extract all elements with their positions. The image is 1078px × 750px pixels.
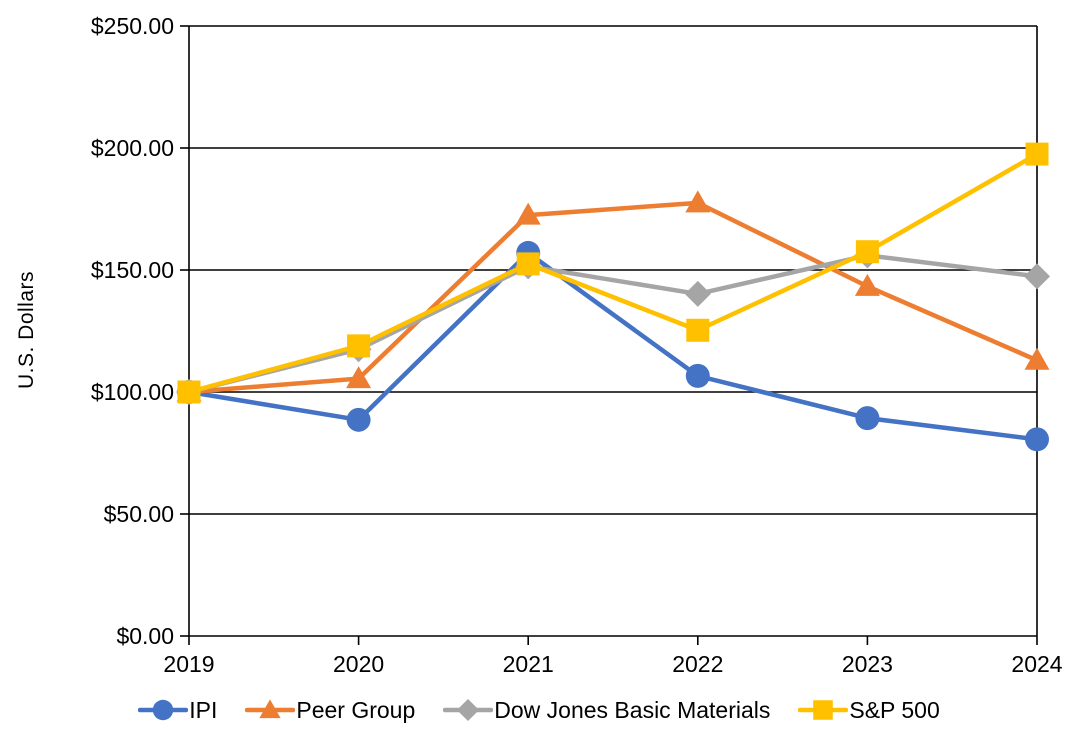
series-line-s-p-500 (186, 151, 1040, 395)
y-tick-label: $250.00 (91, 13, 174, 39)
legend-marker (153, 699, 174, 721)
series-ipi (177, 240, 1049, 452)
legend-marker-diamond-icon (443, 698, 494, 722)
legend: IPI Peer Group Dow Jones Basic Materials S&… (0, 696, 1078, 724)
data-point-ipi-2022 (685, 363, 710, 388)
legend-marker-triangle-icon (245, 699, 296, 719)
x-tick-label: 2022 (672, 651, 723, 677)
legend-item-s-p-500: S&P 500 (798, 696, 940, 724)
data-point-dow-jones-basic-materials-2024 (1024, 263, 1050, 290)
legend-label: IPI (189, 696, 218, 723)
y-tick-label: $100.00 (91, 379, 174, 405)
series-line-ipi (186, 250, 1040, 442)
data-point-peer-group-2021 (515, 202, 541, 225)
legend-label: Peer Group (296, 696, 416, 723)
y-axis-title: U.S. Dollars (15, 270, 38, 390)
y-tick-label: $150.00 (91, 257, 174, 283)
x-tick-label: 2024 (1011, 651, 1062, 677)
legend-item-dow-jones-basic-materials: Dow Jones Basic Materials (443, 696, 770, 724)
gridlines (188, 25, 1038, 637)
data-point-ipi-2023 (855, 406, 880, 431)
legend-marker-circle-icon (138, 699, 189, 721)
x-tick-label: 2021 (503, 651, 554, 677)
y-tick-label: $0.00 (116, 623, 174, 649)
legend-item-peer-group: Peer Group (245, 696, 415, 724)
x-tick-label: 2023 (842, 651, 893, 677)
series-s-p-500 (177, 142, 1049, 404)
series-line-dow-jones-basic-materials (186, 253, 1040, 395)
data-point-peer-group-2024 (1024, 347, 1050, 370)
data-point-s-p-500-2020 (347, 334, 371, 358)
data-point-ipi-2020 (346, 407, 371, 432)
legend-item-ipi: IPI (138, 696, 217, 724)
data-point-s-p-500-2023 (855, 240, 879, 264)
legend-marker (259, 699, 281, 719)
data-point-peer-group-2023 (854, 273, 880, 296)
data-point-dow-jones-basic-materials-2022 (684, 280, 711, 307)
tick-marks (180, 25, 1038, 645)
x-tick-label: 2019 (163, 651, 214, 677)
data-point-peer-group-2022 (685, 190, 711, 213)
y-tick-label: $200.00 (91, 135, 174, 161)
data-point-s-p-500-2022 (686, 318, 710, 342)
data-point-s-p-500-2024 (1025, 142, 1049, 166)
legend-label: S&P 500 (849, 696, 940, 723)
legend-marker (813, 700, 834, 720)
legend-marker (457, 698, 480, 722)
axis-labels: $0.00 $50.00 $100.00 $150.00 $200.00 $250.00 2… (91, 13, 1063, 677)
data-point-ipi-2024 (1025, 427, 1049, 452)
data-point-s-p-500-2021 (516, 252, 540, 276)
data-point-peer-group-2020 (346, 366, 372, 389)
x-tick-label: 2020 (333, 651, 384, 677)
series-line-peer-group (186, 200, 1040, 395)
y-tick-label: $50.00 (104, 501, 174, 527)
legend-marker-square-icon (798, 700, 849, 720)
legend-label: Dow Jones Basic Materials (494, 696, 771, 723)
data-point-s-p-500-2019 (177, 380, 201, 404)
